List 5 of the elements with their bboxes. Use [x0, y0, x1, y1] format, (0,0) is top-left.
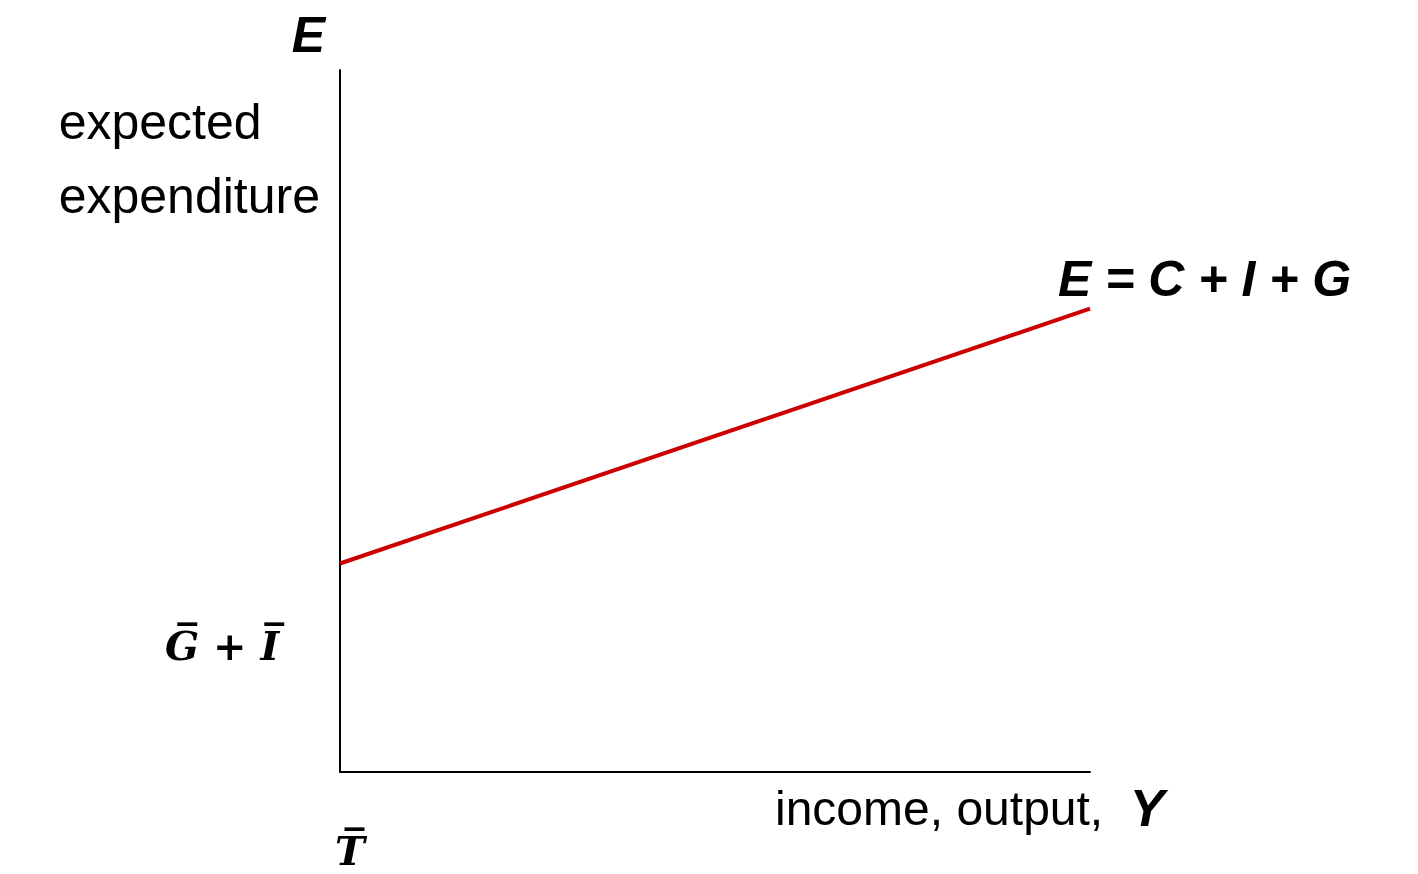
- text: T̅: [335, 826, 368, 874]
- x-axis-title: income, output, Y: [775, 779, 1169, 837]
- y-axis-title: E expected expenditure: [58, 7, 327, 224]
- annotation: G̅ + I̅: [165, 621, 285, 669]
- series-label: E = C + I + G: [1058, 250, 1352, 307]
